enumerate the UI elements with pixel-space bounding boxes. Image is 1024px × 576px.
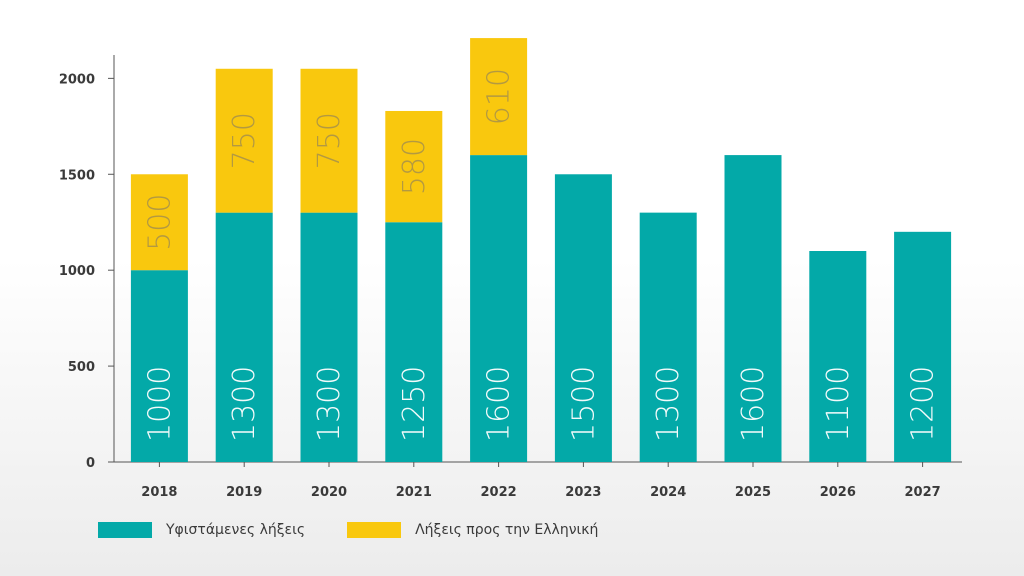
bar-existing-2020 — [300, 212, 358, 462]
bar-value-label-existing-2020: 1300 — [312, 366, 347, 442]
bar-value-label-hellenic-2022: 610 — [482, 68, 517, 125]
legend: Υφιστάμενες λήξεις Λήξεις προς την Ελλην… — [98, 522, 640, 538]
bar-existing-2027 — [894, 231, 952, 462]
bar-hellenic-2018 — [130, 174, 188, 271]
legend-swatch-teal — [98, 522, 152, 538]
bar-hellenic-2020 — [300, 68, 358, 213]
x-tick-label-2019: 2019 — [226, 485, 262, 500]
legend-item-hellenic: Λήξεις προς την Ελληνική — [347, 522, 598, 538]
bar-value-label-hellenic-2019: 750 — [227, 112, 262, 169]
bar-value-label-existing-2022: 1600 — [482, 366, 517, 442]
bar-value-label-existing-2025: 1600 — [736, 366, 771, 442]
bar-existing-2023 — [554, 174, 612, 463]
y-tick-label-1000: 1000 — [59, 264, 95, 279]
y-tick-label-500: 500 — [68, 360, 95, 375]
x-tick-label-2022: 2022 — [481, 485, 517, 500]
x-tick-label-2018: 2018 — [141, 485, 177, 500]
legend-swatch-yellow — [347, 522, 402, 538]
bar-hellenic-2021 — [385, 110, 443, 223]
bar-hellenic-2019 — [215, 68, 273, 213]
bar-existing-2026 — [809, 251, 867, 462]
x-tick-label-2025: 2025 — [735, 485, 771, 500]
stacked-bar-chart: 0 500 1000 1500 2000 1000 500 2018 1300 750 2019 13… — [59, 38, 962, 500]
bar-existing-2022 — [470, 155, 528, 462]
bar-value-label-hellenic-2018: 500 — [142, 194, 177, 251]
x-tick-label-2020: 2020 — [311, 485, 347, 500]
x-tick-label-2026: 2026 — [820, 485, 856, 500]
x-tick-label-2021: 2021 — [396, 485, 432, 500]
y-tick-label-0: 0 — [86, 456, 95, 471]
y-tick-label-2000: 2000 — [59, 72, 95, 87]
bar-value-label-existing-2027: 1200 — [906, 366, 941, 442]
bar-value-label-existing-2019: 1300 — [227, 366, 262, 442]
legend-label-existing: Υφιστάμενες λήξεις — [166, 522, 306, 538]
bar-value-label-existing-2021: 1250 — [397, 366, 432, 442]
bar-value-label-hellenic-2021: 580 — [397, 138, 432, 195]
bar-value-label-existing-2024: 1300 — [651, 366, 686, 442]
y-tick-label-1500: 1500 — [59, 168, 95, 183]
bar-value-label-existing-2026: 1100 — [821, 366, 856, 442]
legend-item-existing: Υφιστάμενες λήξεις — [98, 522, 305, 538]
x-tick-label-2024: 2024 — [650, 485, 686, 500]
bar-existing-2018 — [130, 270, 188, 462]
bar-value-label-existing-2018: 1000 — [142, 366, 177, 442]
bar-existing-2019 — [215, 212, 273, 462]
x-tick-label-2023: 2023 — [565, 485, 601, 500]
bar-value-label-hellenic-2020: 750 — [312, 112, 347, 169]
legend-label-hellenic: Λήξεις προς την Ελληνική — [415, 522, 599, 538]
x-tick-label-2027: 2027 — [905, 485, 941, 500]
bar-existing-2025 — [724, 155, 782, 462]
bar-value-label-existing-2023: 1500 — [566, 366, 601, 442]
bar-existing-2024 — [639, 212, 697, 462]
bar-existing-2021 — [385, 222, 443, 462]
bar-hellenic-2022 — [470, 38, 528, 156]
